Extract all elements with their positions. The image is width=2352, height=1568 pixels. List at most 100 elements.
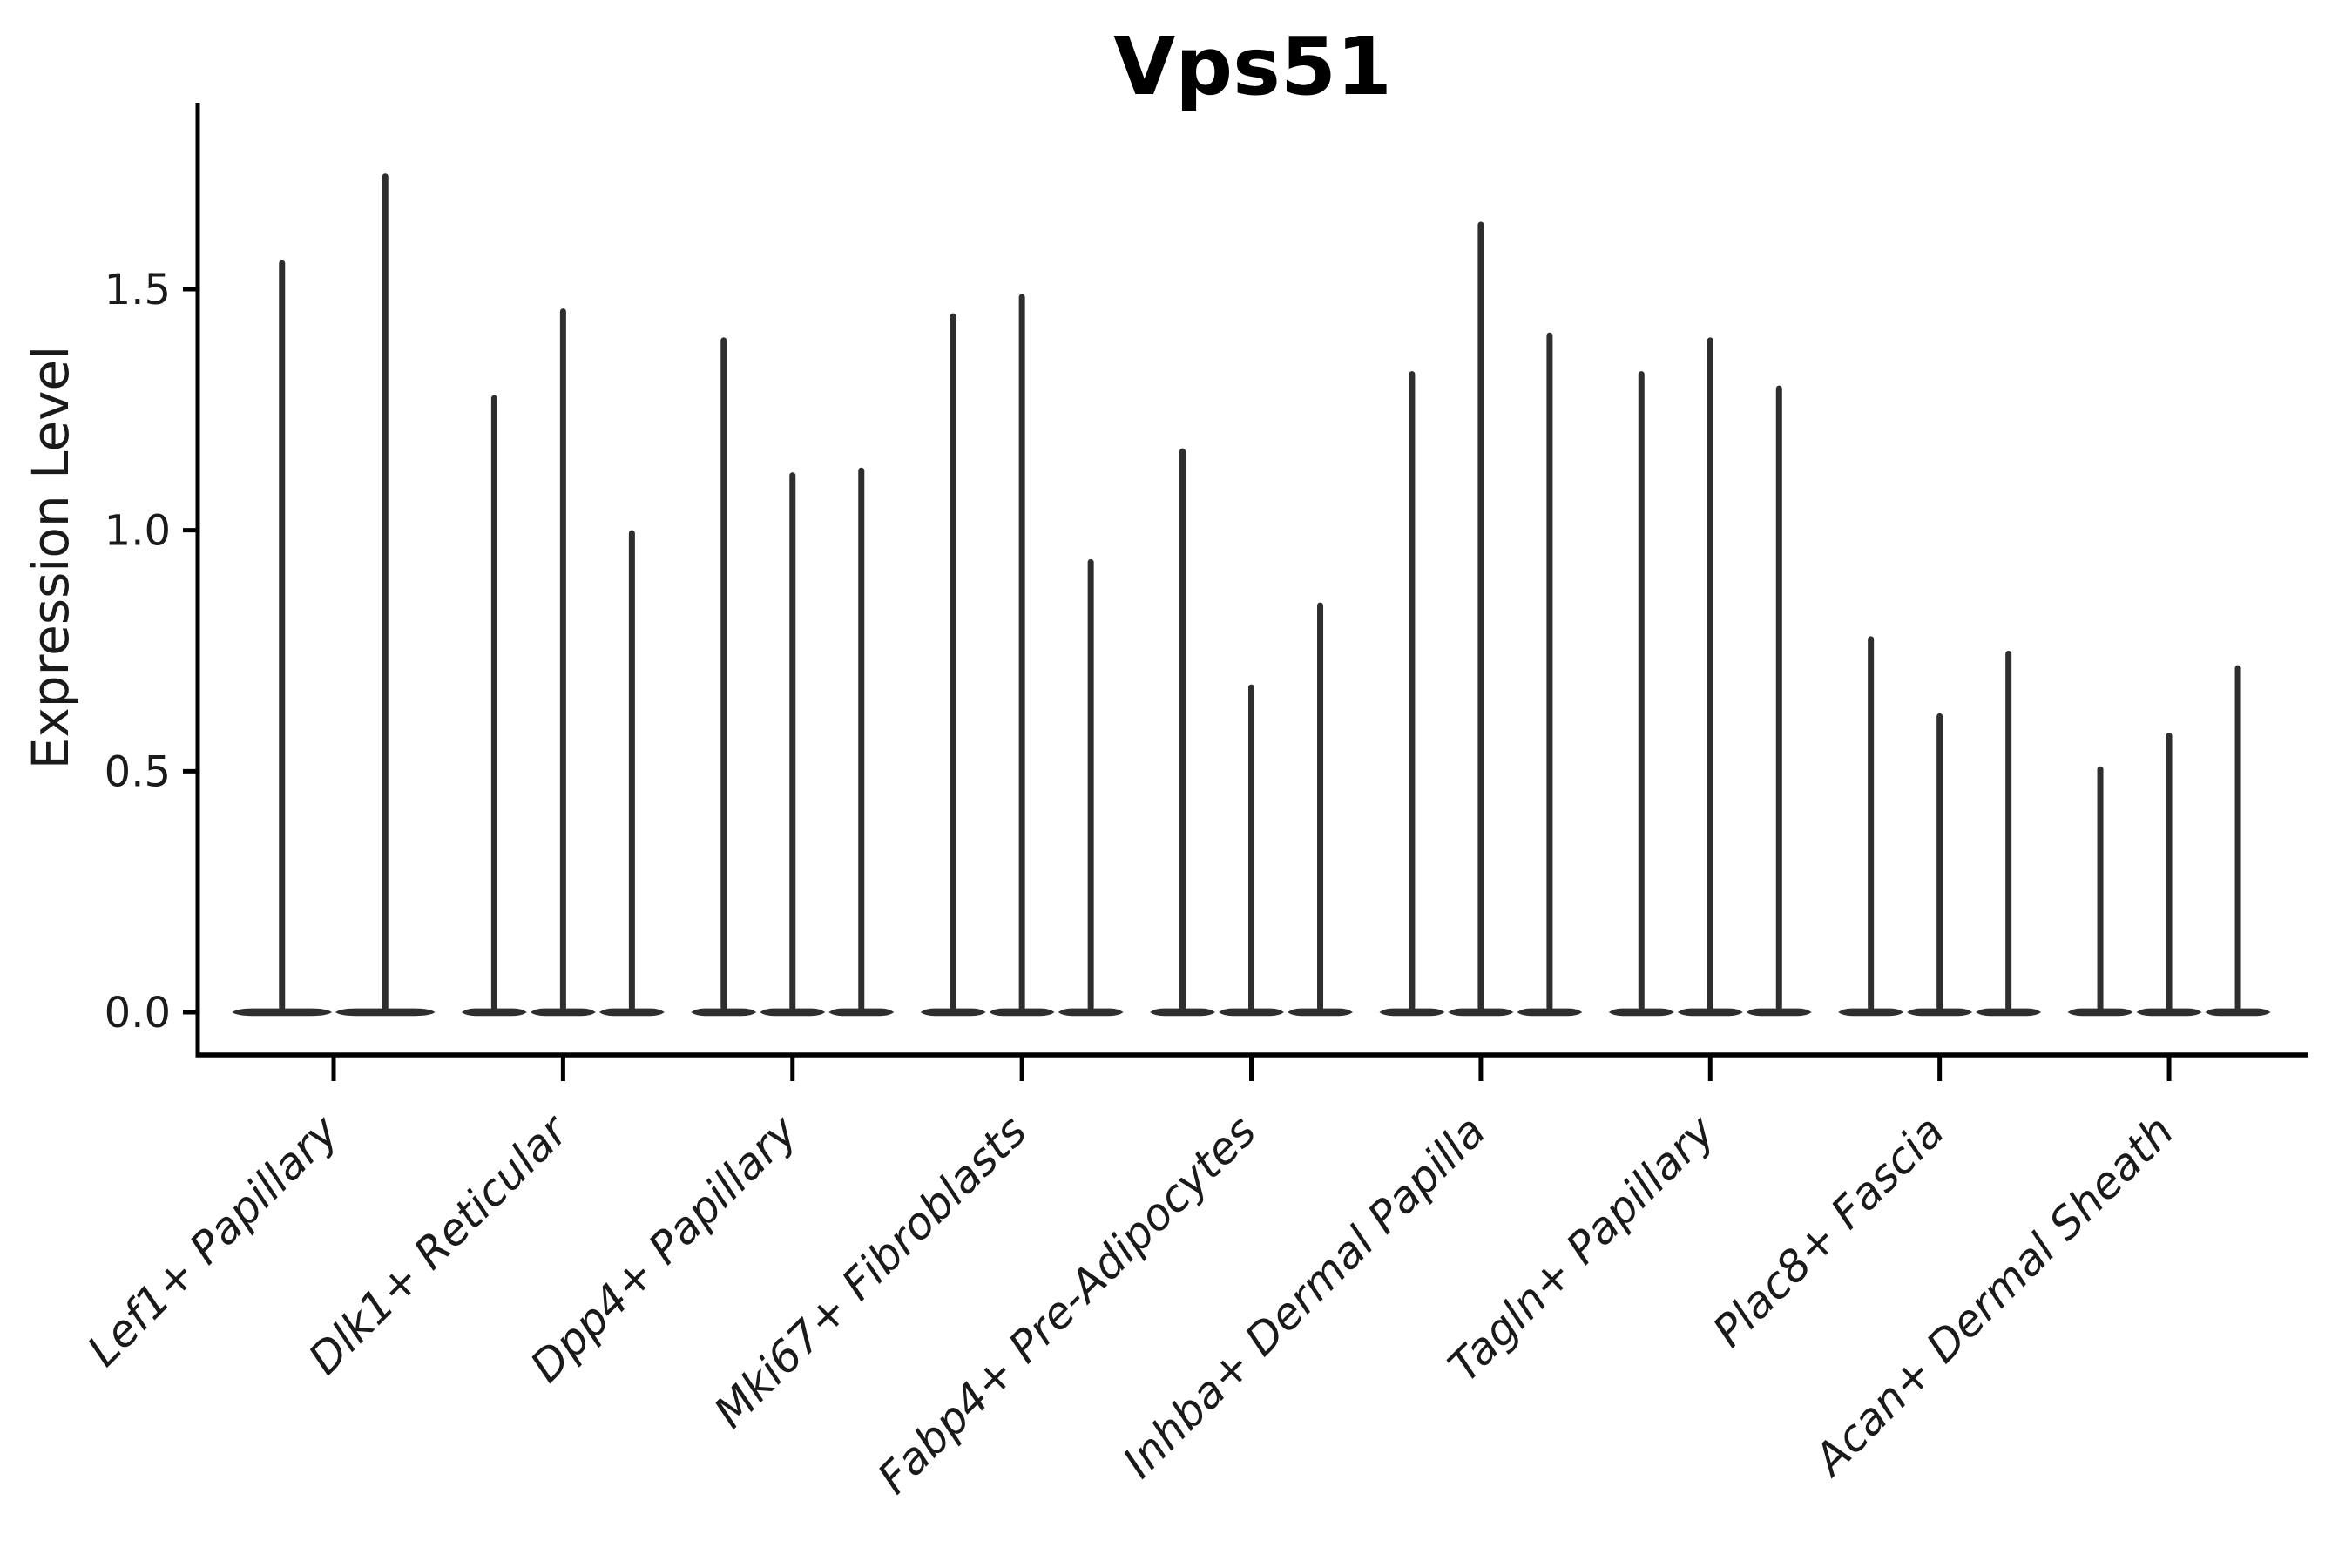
violin [1379, 371, 1445, 1017]
violin-base [989, 1008, 1055, 1017]
x-tick-label: Plac8+ Fascia [1703, 1105, 1954, 1356]
violin-base [1907, 1008, 1973, 1017]
x-tick-label: Fabp4+ Pre-Adipocytes [868, 1105, 1266, 1504]
violin-base [1608, 1008, 1674, 1017]
violins-layer [232, 173, 2271, 1017]
violin-spike [2234, 665, 2241, 1010]
violin-spike [1707, 337, 1713, 1010]
violin-spike [950, 313, 956, 1010]
violin [828, 467, 895, 1017]
violin [2136, 733, 2202, 1017]
violin-spike [1477, 221, 1484, 1010]
violin [1517, 332, 1583, 1017]
violin-base [2067, 1008, 2133, 1017]
x-tick-label: Inhba+ Dermal Papilla [1113, 1105, 1495, 1487]
violin-spike [2166, 733, 2173, 1010]
violin-base [1677, 1008, 1743, 1017]
y-tick-label: 1.5 [105, 266, 171, 314]
violin-base [232, 1008, 332, 1017]
violin-base [2205, 1008, 2271, 1017]
violin [232, 260, 332, 1017]
y-axis-label: Expression Level [21, 346, 80, 769]
y-tick-label: 0.0 [105, 989, 171, 1037]
violin [1058, 558, 1124, 1017]
violin-group [920, 294, 1124, 1017]
violin-spike [1018, 294, 1025, 1010]
violin [1746, 385, 1812, 1017]
y-tick-label: 0.5 [105, 747, 171, 796]
violin-base [1150, 1008, 1216, 1017]
violin [1838, 636, 1904, 1017]
x-tick-label: Acan+ Dermal Sheath [1803, 1105, 2184, 1486]
violin-spike [2097, 766, 2104, 1010]
violin-group [691, 337, 895, 1017]
violin [691, 337, 757, 1017]
violin-base [1288, 1008, 1354, 1017]
violin [598, 530, 665, 1017]
violin-group [2067, 665, 2271, 1017]
x-tick-label: Lef1+ Papillary [78, 1105, 348, 1375]
violin-group [232, 173, 436, 1017]
violin-base [691, 1008, 757, 1017]
violin-base [1219, 1008, 1285, 1017]
violin-spike [858, 467, 865, 1010]
violin-spike [559, 308, 566, 1011]
violin-base [598, 1008, 665, 1017]
violin-spike [382, 173, 389, 1010]
violin-spike [1775, 385, 1782, 1010]
violin [1288, 602, 1354, 1017]
violin-spike [1179, 448, 1186, 1010]
violin [989, 294, 1055, 1017]
violin-spike [1409, 371, 1416, 1010]
violin-group [1150, 448, 1354, 1017]
violin-base [1976, 1008, 2042, 1017]
violin-base [1448, 1008, 1514, 1017]
violin [1677, 337, 1743, 1017]
violin [461, 395, 527, 1017]
violin-base [828, 1008, 895, 1017]
violin [2205, 665, 2271, 1017]
violin [530, 308, 596, 1017]
violin [1150, 448, 1216, 1017]
violin-spike [1546, 332, 1553, 1010]
violin-base [335, 1008, 436, 1017]
violin-base [920, 1008, 986, 1017]
violin-spike [628, 530, 635, 1010]
violin [760, 472, 826, 1017]
violin-base [461, 1008, 527, 1017]
violin-group [1379, 221, 1583, 1017]
violin-base [760, 1008, 826, 1017]
violin-base [1517, 1008, 1583, 1017]
violin-base [1058, 1008, 1124, 1017]
plot-title: Vps51 [1113, 20, 1392, 113]
violin-group [1838, 636, 2042, 1017]
violin-base [1379, 1008, 1445, 1017]
violin-base [1746, 1008, 1812, 1017]
violin-spike [2005, 651, 2012, 1010]
violin-spike [1248, 684, 1255, 1010]
violin-spike [1868, 636, 1875, 1010]
violin-spike [720, 337, 727, 1010]
violin [1219, 684, 1285, 1017]
y-tick-label: 1.0 [105, 507, 171, 556]
violin [1448, 221, 1514, 1017]
violin-spike [490, 395, 497, 1010]
violin-spike [279, 260, 286, 1011]
violin [1608, 371, 1674, 1017]
violin-spike [1638, 371, 1645, 1010]
violin-base [1838, 1008, 1904, 1017]
violin [920, 313, 986, 1017]
violin [335, 173, 436, 1017]
violin-spike [789, 472, 796, 1010]
violin [2067, 766, 2133, 1017]
violin-base [2136, 1008, 2202, 1017]
violin-group [461, 308, 665, 1017]
violin [1976, 651, 2042, 1017]
violin-spike [1317, 602, 1324, 1010]
violin-base [530, 1008, 596, 1017]
violin-spike [1936, 713, 1943, 1010]
violin-group [1608, 337, 1812, 1017]
